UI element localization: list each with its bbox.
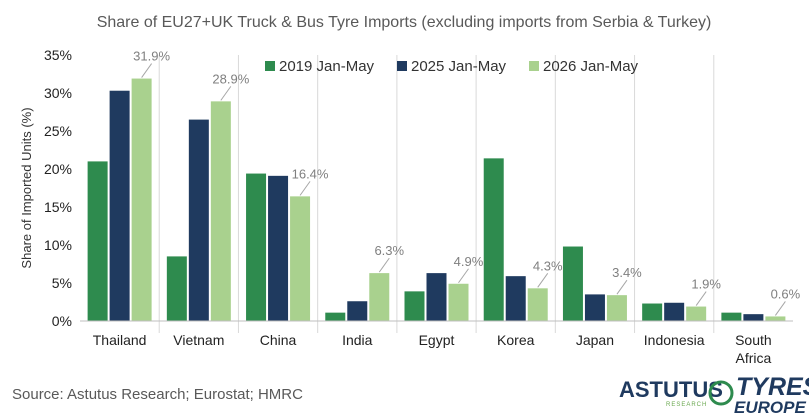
data-label-leader <box>378 257 390 273</box>
y-tick-label: 35% <box>44 47 72 63</box>
bar-egypt-series-1 <box>426 273 447 321</box>
x-tick-label: Thailand <box>93 332 147 348</box>
bar-china-series-0 <box>246 173 267 321</box>
bar-korea-series-0 <box>483 158 504 321</box>
data-label: 4.9% <box>454 254 484 269</box>
data-label: 1.9% <box>691 277 721 292</box>
bar-china-series-1 <box>268 175 289 321</box>
bar-india-series-2 <box>369 273 390 321</box>
data-label-leader <box>537 273 549 288</box>
y-tick-label: 15% <box>44 199 72 215</box>
bar-thailand-series-2 <box>131 78 152 321</box>
y-tick-label: 0% <box>52 313 72 329</box>
bar-vietnam-series-1 <box>188 119 209 321</box>
x-tick-label: Korea <box>497 332 535 348</box>
bar-japan-series-0 <box>562 246 583 321</box>
bar-south-africa-series-1 <box>743 314 764 321</box>
data-label: 3.4% <box>612 265 642 280</box>
tyres-logo-text: TYRES <box>736 373 809 401</box>
bar-thailand-series-0 <box>87 161 108 321</box>
x-tick-label: Egypt <box>419 332 455 348</box>
legend-swatch <box>397 61 407 71</box>
bar-korea-series-2 <box>527 288 548 321</box>
astutus-logo-subtext: RESEARCH <box>666 402 707 408</box>
y-tick-label: 20% <box>44 161 72 177</box>
x-axis-ticks: Thailand Vietnam China India Egypt Korea Japan… <box>93 332 772 366</box>
y-tick-label: 5% <box>52 275 72 291</box>
bar-egypt-series-2 <box>448 283 469 321</box>
tyres-europe-logo: TYRES EUROPE <box>708 373 809 414</box>
bar-india-series-0 <box>325 312 346 321</box>
data-label-leader <box>616 279 628 295</box>
bar-south-africa-series-0 <box>721 312 742 321</box>
legend-label: 2026 Jan-May <box>543 58 639 75</box>
bar-south-africa-series-2 <box>765 316 786 321</box>
data-label: 28.9% <box>212 71 249 86</box>
y-tick-label: 30% <box>44 85 72 101</box>
bar-vietnam-series-2 <box>210 101 231 321</box>
data-labels: 31.9% 28.9% 16.4% 6.3% 4.9% 4.3% 3.4% 1.9% 0.6% <box>133 49 800 302</box>
legend-label: 2019 Jan-May <box>279 58 375 75</box>
legend-swatch <box>265 61 275 71</box>
bar-thailand-series-1 <box>109 90 130 321</box>
x-tick-label: India <box>342 332 373 348</box>
y-axis-label: Share of Imported Units (%) <box>19 107 34 268</box>
astutus-logo: ASTUTUS RESEARCH <box>619 377 723 408</box>
x-tick-label: China <box>260 332 297 348</box>
x-tick-label: South Africa <box>735 332 772 366</box>
data-label-leader <box>220 86 232 101</box>
data-label: 0.6% <box>771 286 801 301</box>
bar-japan-series-2 <box>606 295 627 321</box>
legend: 2019 Jan-May 2025 Jan-May 2026 Jan-May <box>265 58 639 75</box>
data-label: 4.3% <box>533 258 563 273</box>
y-axis-ticks: 0% 5% 10% 15% 20% 25% 30% 35% <box>44 47 72 329</box>
bar-indonesia-series-1 <box>664 302 685 321</box>
data-label-leaders <box>141 63 786 316</box>
tyre-icon <box>708 380 734 406</box>
x-tick-label: Indonesia <box>644 332 705 348</box>
bar-egypt-series-0 <box>404 291 425 321</box>
bars <box>87 78 786 321</box>
x-tick-label: Japan <box>576 332 614 348</box>
x-tick-label: Vietnam <box>173 332 224 348</box>
source-note: Source: Astutus Research; Eurostat; HMRC <box>12 386 303 403</box>
bar-india-series-1 <box>347 301 368 321</box>
data-label: 6.3% <box>374 243 404 258</box>
data-label-leader <box>774 301 786 316</box>
data-label-leader <box>299 181 311 196</box>
chart-title: Share of EU27+UK Truck & Bus Tyre Import… <box>97 14 712 31</box>
bar-japan-series-1 <box>584 294 605 321</box>
bar-korea-series-1 <box>505 276 526 321</box>
category-separators <box>158 55 715 333</box>
legend-label: 2025 Jan-May <box>411 58 507 75</box>
astutus-logo-text: ASTUTUS <box>619 377 723 402</box>
bar-indonesia-series-0 <box>642 303 663 321</box>
y-tick-label: 25% <box>44 123 72 139</box>
bar-indonesia-series-2 <box>686 306 707 321</box>
data-label: 16.4% <box>292 166 329 181</box>
europe-logo-text: EUROPE <box>734 398 806 414</box>
bar-vietnam-series-0 <box>166 256 187 321</box>
data-label-leader <box>458 268 469 284</box>
data-label: 31.9% <box>133 49 170 64</box>
bar-china-series-2 <box>290 196 311 321</box>
data-label-leader <box>695 291 707 306</box>
data-label-leader <box>141 63 153 78</box>
legend-swatch <box>529 61 539 71</box>
y-tick-label: 10% <box>44 237 72 253</box>
